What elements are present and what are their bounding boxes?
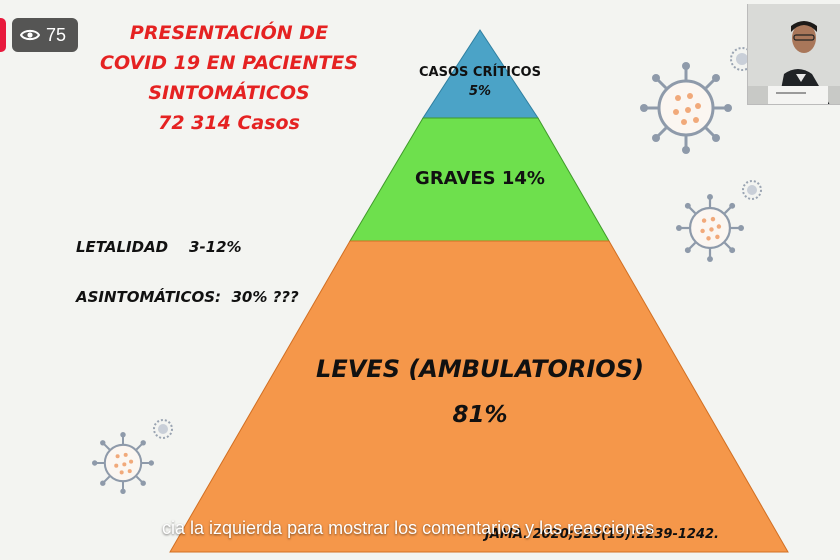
title-line-1: PRESENTACIÓN DE xyxy=(129,22,329,44)
graves-label: GRAVES 14% xyxy=(415,168,545,189)
presenter-video-frame xyxy=(748,4,840,104)
leves-percent: 81% xyxy=(452,402,508,428)
virus-icon xyxy=(640,62,732,154)
virus-icon xyxy=(676,194,744,262)
critical-label-percent: 5% xyxy=(468,84,492,99)
views-count: 75 xyxy=(46,24,67,45)
small-virus-icon xyxy=(742,180,762,200)
title-line-3: SINTOMÁTICOS xyxy=(148,82,310,104)
views-badge: 75 xyxy=(12,18,78,52)
comments-hint: cia la izquierda para mostrar los coment… xyxy=(162,518,655,538)
letalidad-text: LETALIDAD 3-12% xyxy=(76,238,242,256)
critical-label: CASOS CRÍTICOS 5% xyxy=(395,63,565,101)
title-line-2: COVID 19 EN PACIENTES xyxy=(100,52,358,74)
pyramid-tier-leves xyxy=(169,240,789,553)
asintomaticos-text: ASINTOMÁTICOS: 30% ??? xyxy=(76,288,299,306)
small-virus-icon xyxy=(153,419,173,439)
title-line-4: 72 314 Casos xyxy=(158,112,300,134)
live-badge xyxy=(0,18,6,52)
small-virus-icon xyxy=(730,47,750,71)
critical-label-title: CASOS CRÍTICOS xyxy=(419,65,541,80)
leves-label: LEVES (AMBULATORIOS) xyxy=(316,355,644,383)
virus-icon xyxy=(92,432,154,494)
presenter-camera-thumbnail[interactable] xyxy=(747,4,840,105)
eye-icon xyxy=(20,29,40,41)
slide-title: PRESENTACIÓN DE COVID 19 EN PACIENTES SI… xyxy=(70,18,388,138)
citation-text: JAMA. 2020;323(13):1239-1242. xyxy=(485,527,719,542)
